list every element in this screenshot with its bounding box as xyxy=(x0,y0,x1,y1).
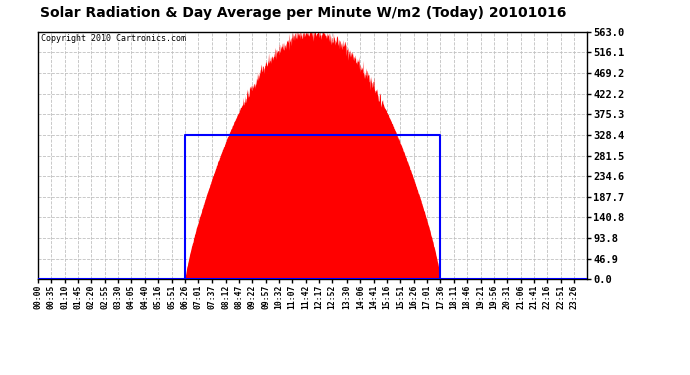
Text: Copyright 2010 Cartronics.com: Copyright 2010 Cartronics.com xyxy=(41,34,186,44)
Text: Solar Radiation & Day Average per Minute W/m2 (Today) 20101016: Solar Radiation & Day Average per Minute… xyxy=(41,6,566,20)
